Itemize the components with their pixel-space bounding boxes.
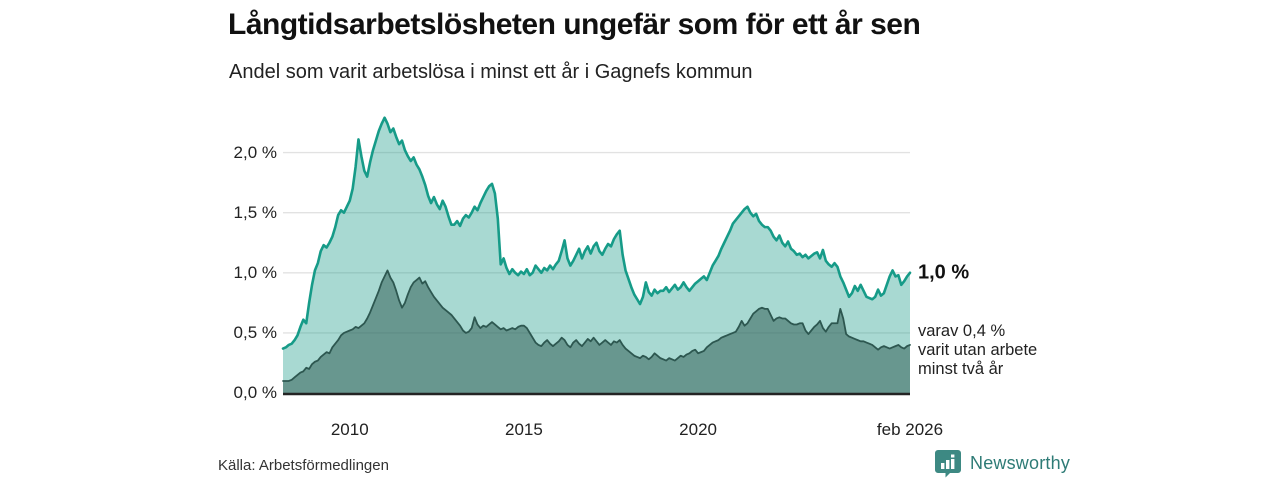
y-tick-label: 1,0 % — [233, 262, 277, 282]
series1-end-value-label: 1,0 % — [918, 261, 970, 284]
x-tick-label: feb 2026 — [876, 420, 944, 439]
y-tick-label: 2,0 % — [233, 142, 277, 162]
y-tick-label: 0,0 % — [233, 383, 277, 402]
source-caption: Källa: Arbetsförmedlingen — [218, 457, 389, 474]
y-tick-label: 0,5 % — [233, 322, 277, 342]
chart-subtitle: Andel som varit arbetslösa i minst ett å… — [229, 61, 753, 83]
series2-end-annotation-line: varit utan arbete — [918, 340, 1038, 359]
x-tick-label: 2010 — [330, 420, 369, 439]
x-tick-label: 2015 — [505, 420, 543, 439]
newsworthy-logo: Newsworthy — [933, 448, 1070, 478]
series2-end-annotation: varav 0,4 % varit utan arbete minst två år — [918, 322, 1037, 379]
newsworthy-wordmark: Newsworthy — [970, 452, 1071, 473]
x-tick-label: 2020 — [679, 420, 718, 439]
series2-end-annotation-line: varav 0,4 % — [918, 321, 1006, 340]
chart-title: Långtidsarbetslösheten ungefär som för e… — [228, 8, 921, 41]
bar-chart-badge-icon — [935, 450, 961, 478]
y-tick-label: 1,5 % — [233, 202, 277, 222]
series2-end-annotation-line: minst två år — [918, 359, 1004, 378]
